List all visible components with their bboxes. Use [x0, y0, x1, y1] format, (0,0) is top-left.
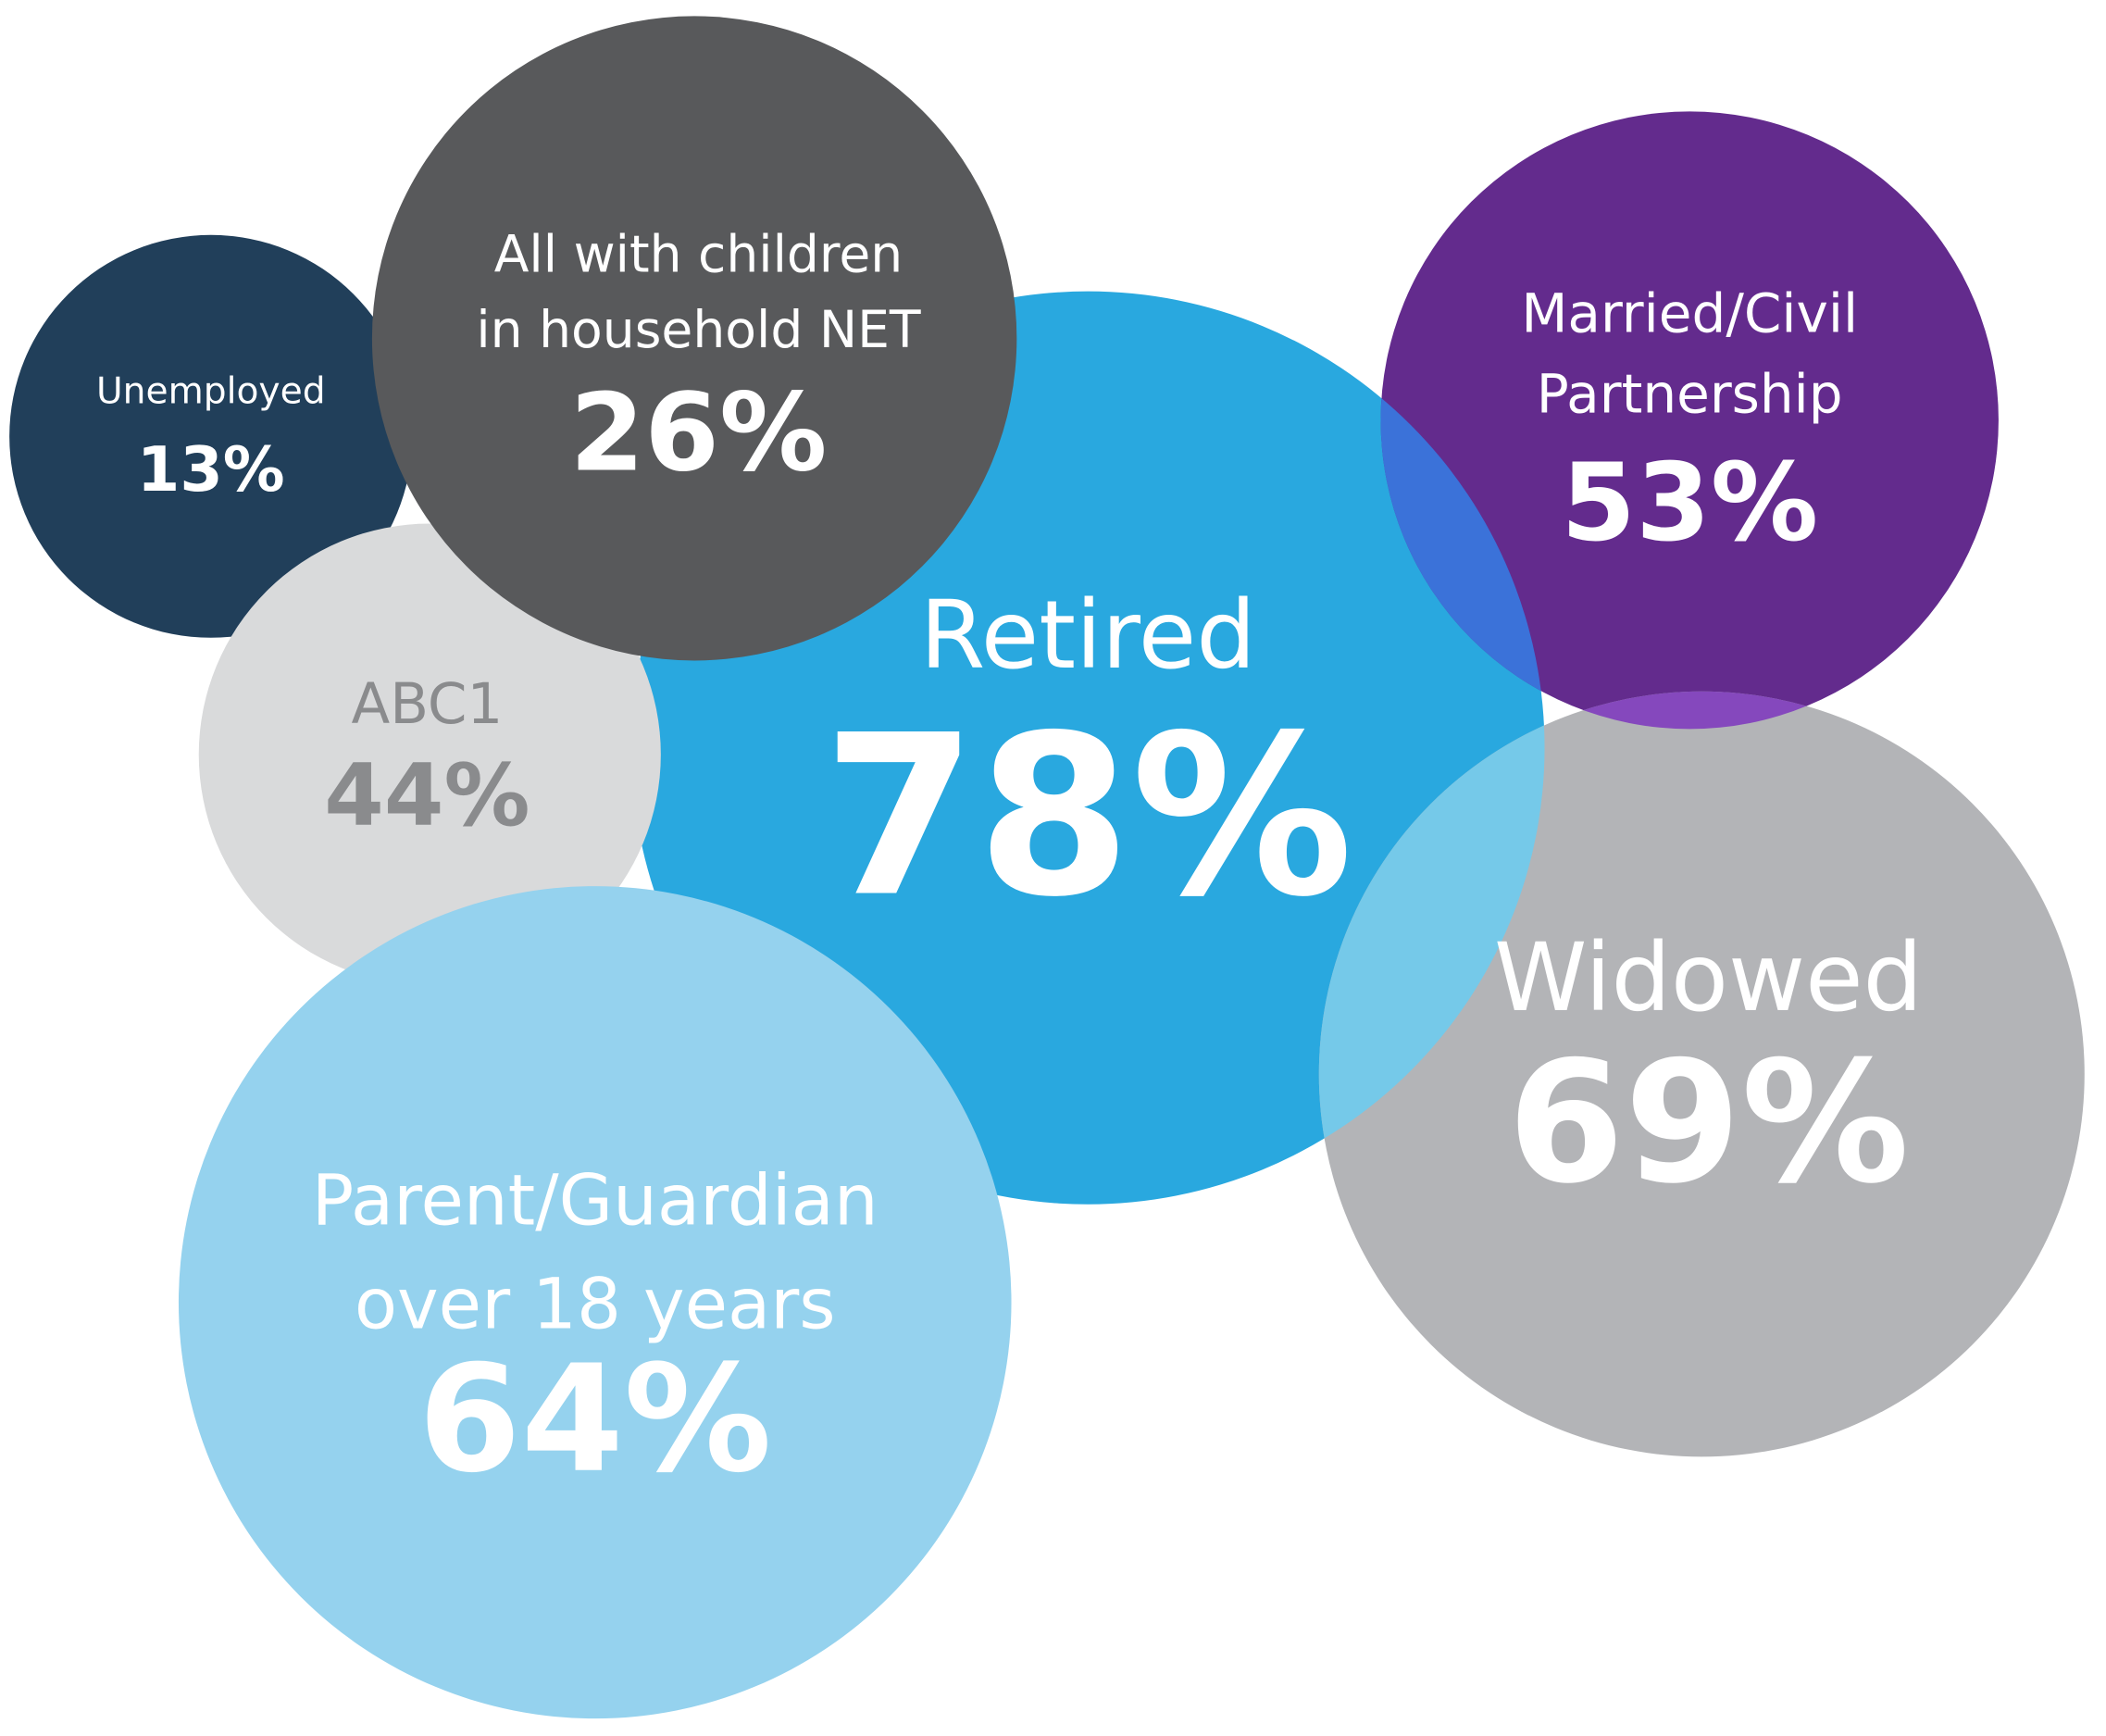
unemployed-bubble: [9, 234, 413, 638]
label: Widowed: [1494, 923, 1923, 1032]
parent-bubble: [178, 886, 1012, 1719]
value: 78%: [823, 689, 1353, 946]
label: Parent/Guardian: [312, 1160, 879, 1242]
label: Retired: [920, 581, 1256, 690]
label: Partnership: [1537, 362, 1843, 425]
value: 69%: [1508, 1025, 1910, 1220]
label: ABC1: [352, 671, 504, 737]
value: 13%: [137, 433, 285, 506]
value: 53%: [1561, 441, 1818, 566]
value: 26%: [570, 370, 828, 495]
abc1-bubble: [198, 523, 661, 986]
label: All with children: [494, 225, 903, 284]
label: over 18 years: [355, 1263, 836, 1344]
label: in household NET: [476, 300, 921, 359]
label: Married/Civil: [1521, 281, 1858, 344]
value: 64%: [418, 1333, 772, 1505]
married-bubble: [1380, 111, 1999, 730]
label: Unemployed: [96, 370, 326, 412]
children-bubble: [371, 16, 1017, 661]
value: 44%: [324, 745, 530, 845]
overlap: [1318, 691, 1545, 1205]
